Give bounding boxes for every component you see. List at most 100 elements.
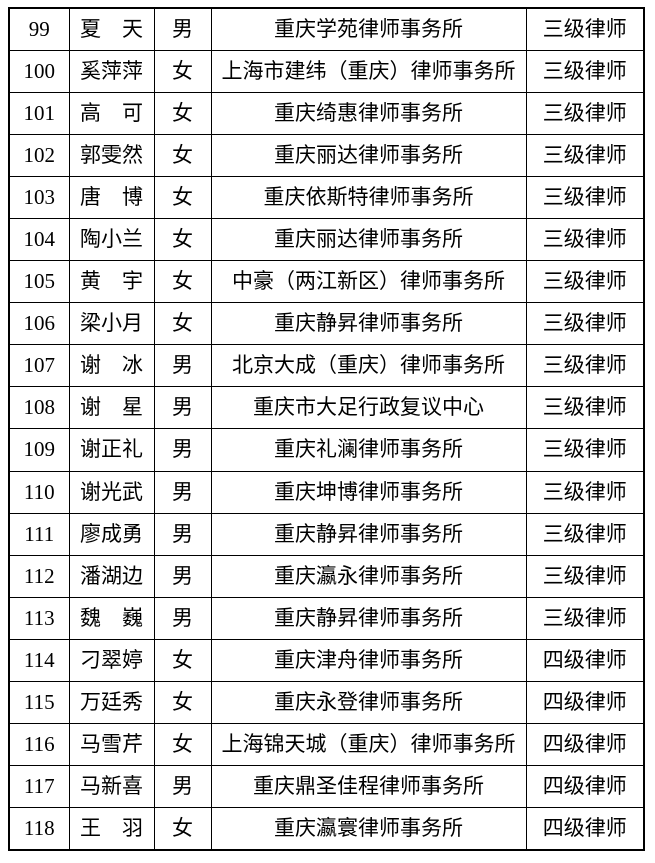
table-row: 103 唐 博女重庆依斯特律师事务所 三级律师	[8, 175, 645, 219]
name-cell: 谢光武	[68, 470, 155, 514]
level-cell: 三级律师	[525, 49, 645, 93]
gender-cell: 男	[153, 765, 212, 809]
row-number-cell: 107	[8, 344, 70, 388]
table-row: 108 谢 星男重庆市大足行政复议中心 三级律师	[8, 386, 645, 430]
name-cell: 廖成勇	[68, 512, 155, 556]
firm-cell: 重庆静昇律师事务所	[210, 302, 527, 346]
gender-cell: 男	[153, 512, 212, 556]
name-cell: 谢 星	[68, 386, 155, 430]
row-number-cell: 103	[8, 175, 70, 219]
firm-cell: 上海市建纬（重庆）律师事务所	[210, 49, 527, 93]
table-row: 101 高 可女重庆绮惠律师事务所 三级律师	[8, 91, 645, 135]
row-number-cell: 101	[8, 91, 70, 135]
level-cell: 三级律师	[525, 7, 645, 51]
gender-cell: 女	[153, 680, 212, 725]
firm-cell: 重庆学苑律师事务所	[210, 7, 527, 51]
gender-cell: 女	[153, 807, 212, 851]
firm-cell: 重庆静昇律师事务所	[210, 512, 527, 556]
name-cell: 刁翠婷	[68, 638, 155, 683]
gender-cell: 男	[153, 596, 212, 640]
gender-cell: 女	[153, 260, 212, 304]
name-cell: 黄 宇	[68, 260, 155, 304]
level-cell: 三级律师	[525, 260, 645, 304]
gender-cell: 女	[153, 91, 212, 135]
table-row: 104 陶小兰女重庆丽达律师事务所 三级律师	[8, 217, 645, 262]
firm-cell: 重庆津舟律师事务所	[210, 638, 527, 683]
gender-cell: 男	[153, 7, 212, 51]
lawyer-roster-table: 99 夏 天男重庆学苑律师事务所 三级律师 100 奚萍萍女上海市建纬（重庆）律师事务所…	[8, 7, 645, 851]
row-number-cell: 102	[8, 133, 70, 177]
name-cell: 王 羽	[68, 807, 155, 851]
firm-cell: 重庆市大足行政复议中心	[210, 386, 527, 430]
row-number-cell: 104	[8, 217, 70, 262]
name-cell: 马雪芹	[68, 723, 155, 767]
firm-cell: 重庆瀛永律师事务所	[210, 554, 527, 598]
table-row: 100 奚萍萍女上海市建纬（重庆）律师事务所 三级律师	[8, 49, 645, 93]
name-cell: 奚萍萍	[68, 49, 155, 93]
row-number-cell: 110	[8, 470, 70, 514]
name-cell: 唐 博	[68, 175, 155, 219]
row-number-cell: 118	[8, 807, 70, 851]
firm-cell: 重庆绮惠律师事务所	[210, 91, 527, 135]
level-cell: 三级律师	[525, 217, 645, 262]
name-cell: 高 可	[68, 91, 155, 135]
gender-cell: 女	[153, 133, 212, 177]
table-row: 118 王 羽女重庆瀛寰律师事务所 四级律师	[8, 807, 645, 851]
level-cell: 三级律师	[525, 133, 645, 177]
firm-cell: 重庆瀛寰律师事务所	[210, 807, 527, 851]
firm-cell: 重庆丽达律师事务所	[210, 217, 527, 262]
name-cell: 谢正礼	[68, 428, 155, 472]
table-row: 114 刁翠婷女重庆津舟律师事务所 四级律师	[8, 638, 645, 683]
level-cell: 三级律师	[525, 554, 645, 598]
gender-cell: 女	[153, 638, 212, 683]
table-row: 113 魏 巍男重庆静昇律师事务所 三级律师	[8, 596, 645, 640]
level-cell: 三级律师	[525, 596, 645, 640]
table-body: 99 夏 天男重庆学苑律师事务所 三级律师 100 奚萍萍女上海市建纬（重庆）律师事务所…	[8, 7, 645, 851]
firm-cell: 北京大成（重庆）律师事务所	[210, 344, 527, 388]
level-cell: 三级律师	[525, 470, 645, 514]
level-cell: 四级律师	[525, 680, 645, 725]
firm-cell: 重庆永登律师事务所	[210, 680, 527, 725]
level-cell: 四级律师	[525, 723, 645, 767]
name-cell: 梁小月	[68, 302, 155, 346]
level-cell: 三级律师	[525, 428, 645, 472]
firm-cell: 重庆丽达律师事务所	[210, 133, 527, 177]
firm-cell: 重庆鼎圣佳程律师事务所	[210, 765, 527, 809]
table-row: 111 廖成勇男重庆静昇律师事务所 三级律师	[8, 512, 645, 556]
table-row: 107 谢 冰男北京大成（重庆）律师事务所 三级律师	[8, 344, 645, 388]
table-row: 117 马新喜男重庆鼎圣佳程律师事务所 四级律师	[8, 765, 645, 809]
gender-cell: 女	[153, 217, 212, 262]
level-cell: 三级律师	[525, 344, 645, 388]
gender-cell: 女	[153, 175, 212, 219]
name-cell: 万廷秀	[68, 680, 155, 725]
table-row: 115 万廷秀女重庆永登律师事务所 四级律师	[8, 680, 645, 725]
firm-cell: 重庆静昇律师事务所	[210, 596, 527, 640]
gender-cell: 女	[153, 723, 212, 767]
gender-cell: 男	[153, 554, 212, 598]
level-cell: 三级律师	[525, 175, 645, 219]
name-cell: 魏 巍	[68, 596, 155, 640]
level-cell: 三级律师	[525, 512, 645, 556]
table-row: 109 谢正礼男重庆礼澜律师事务所 三级律师	[8, 428, 645, 472]
table-row: 105 黄 宇女中豪（两江新区）律师事务所 三级律师	[8, 260, 645, 304]
level-cell: 四级律师	[525, 807, 645, 851]
row-number-cell: 99	[8, 7, 70, 51]
table-row: 106 梁小月女重庆静昇律师事务所 三级律师	[8, 302, 645, 346]
row-number-cell: 113	[8, 596, 70, 640]
gender-cell: 女	[153, 49, 212, 93]
firm-cell: 中豪（两江新区）律师事务所	[210, 260, 527, 304]
row-number-cell: 111	[8, 512, 70, 556]
row-number-cell: 115	[8, 680, 70, 725]
row-number-cell: 108	[8, 386, 70, 430]
name-cell: 夏 天	[68, 7, 155, 51]
row-number-cell: 100	[8, 49, 70, 93]
gender-cell: 男	[153, 428, 212, 472]
row-number-cell: 106	[8, 302, 70, 346]
level-cell: 三级律师	[525, 302, 645, 346]
level-cell: 三级律师	[525, 386, 645, 430]
table-row: 99 夏 天男重庆学苑律师事务所 三级律师	[8, 7, 645, 51]
table-row: 110 谢光武男重庆坤博律师事务所 三级律师	[8, 470, 645, 514]
firm-cell: 上海锦天城（重庆）律师事务所	[210, 723, 527, 767]
level-cell: 三级律师	[525, 91, 645, 135]
